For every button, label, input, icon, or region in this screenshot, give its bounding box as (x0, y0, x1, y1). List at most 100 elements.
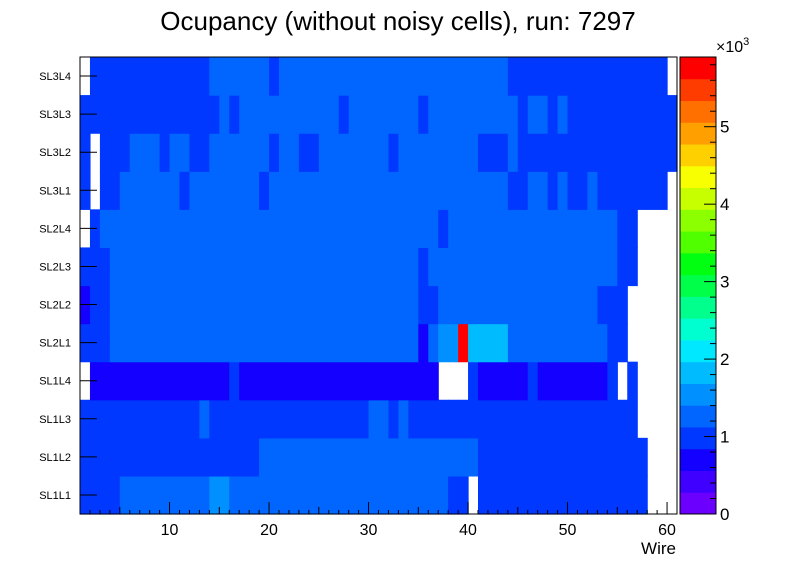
heatmap-cell (497, 171, 509, 210)
heatmap-cell (408, 57, 419, 96)
heatmap-cell (179, 475, 191, 515)
heatmap-cell (149, 247, 161, 287)
heatmap-cell (468, 437, 479, 477)
heatmap-cell (597, 437, 608, 477)
heatmap-cell (557, 171, 569, 210)
heatmap-cell (239, 475, 250, 515)
heatmap-cell (259, 475, 270, 515)
heatmap-cell (179, 285, 191, 325)
heatmap-cell (448, 285, 459, 325)
heatmap-cell (617, 475, 628, 515)
heatmap-cell (109, 57, 121, 96)
heatmap-cell (288, 133, 300, 172)
heatmap-cell (657, 95, 668, 134)
heatmap-cell (607, 171, 618, 210)
heatmap-cell (478, 475, 489, 515)
x-tick-label: 50 (559, 522, 577, 539)
heatmap-cell (468, 133, 479, 172)
heatmap-cell (308, 247, 320, 287)
heatmap-cell (338, 323, 350, 363)
colorbar-band (680, 426, 716, 450)
heatmap-cell (199, 323, 210, 363)
heatmap-cell (99, 209, 111, 249)
x-tick-label: 10 (161, 522, 179, 539)
heatmap-cell (129, 247, 141, 287)
heatmap-cell (438, 399, 449, 439)
heatmap-cell (199, 171, 210, 210)
heatmap-cell (567, 95, 579, 134)
heatmap-cell (159, 323, 171, 363)
heatmap-cell (577, 475, 589, 515)
colorbar-band (680, 78, 716, 102)
heatmap-cell (358, 171, 370, 210)
heatmap-cell (209, 133, 220, 172)
heatmap-cell (567, 437, 579, 477)
heatmap-cell (279, 247, 290, 287)
heatmap-cell (557, 475, 569, 515)
heatmap-cell (428, 475, 439, 515)
heatmap-cell (288, 171, 300, 210)
heatmap-cell (328, 95, 340, 134)
heatmap-cell (348, 209, 360, 249)
heatmap-cell (497, 323, 509, 363)
heatmap-cell (537, 133, 549, 172)
heatmap-cell (567, 399, 579, 439)
heatmap-cell (149, 171, 161, 210)
heatmap-cell (587, 133, 598, 172)
heatmap-cell (219, 437, 230, 477)
heatmap-cell (557, 209, 569, 249)
heatmap-cell (308, 437, 320, 477)
heatmap-cell (408, 399, 419, 439)
heatmap-cell (159, 57, 171, 96)
heatmap-cell (497, 285, 509, 325)
y-tick-label: SL3L2 (39, 147, 71, 159)
heatmap-cell (288, 209, 300, 249)
heatmap-cell (398, 133, 409, 172)
heatmap-cell (129, 361, 141, 401)
heatmap-cell (428, 285, 439, 325)
heatmap-cell (517, 247, 529, 287)
colorbar-band (680, 296, 716, 319)
heatmap-cell (209, 95, 220, 134)
heatmap-cell (348, 133, 360, 172)
heatmap-cell (348, 171, 360, 210)
heatmap-cell (497, 57, 509, 96)
heatmap-cell (627, 57, 638, 96)
heatmap-cell (338, 399, 350, 439)
heatmap-cell (607, 475, 618, 515)
heatmap-cell (269, 285, 280, 325)
heatmap-cell (288, 247, 300, 287)
heatmap-cell (517, 57, 529, 96)
heatmap-cell (279, 95, 290, 134)
heatmap-cell (298, 323, 310, 363)
heatmap-cell (348, 247, 360, 287)
heatmap-cell (607, 437, 618, 477)
y-tick-label: SL1L3 (39, 414, 71, 426)
y-tick-label: SL1L1 (39, 490, 71, 502)
heatmap-cell (159, 399, 171, 439)
heatmap-cell (438, 171, 449, 210)
heatmap-cell (428, 361, 439, 401)
heatmap-cell (358, 437, 370, 477)
x-axis-ticks: 10 20 30 40 50 60 (79, 502, 678, 539)
heatmap-cell (537, 57, 549, 96)
heatmap-cell (139, 247, 151, 287)
heatmap-cell (139, 285, 151, 325)
heatmap-cell (527, 247, 539, 287)
heatmap-cell (547, 361, 559, 401)
heatmap-cell (209, 437, 220, 477)
heatmap-cell (507, 475, 519, 515)
heatmap-cell (617, 399, 628, 439)
heatmap-cell (169, 475, 181, 515)
heatmap-cell (617, 133, 628, 172)
heatmap-cell (587, 399, 598, 439)
heatmap-cell (189, 133, 200, 172)
heatmap-cell (537, 95, 549, 134)
heatmap-cell (577, 171, 589, 210)
heatmap-cell (179, 95, 191, 134)
heatmap-cell (527, 399, 539, 439)
heatmap-cell (438, 437, 449, 477)
heatmap-cell (597, 475, 608, 515)
heatmap-cell (428, 247, 439, 287)
heatmap-cell (577, 57, 589, 96)
